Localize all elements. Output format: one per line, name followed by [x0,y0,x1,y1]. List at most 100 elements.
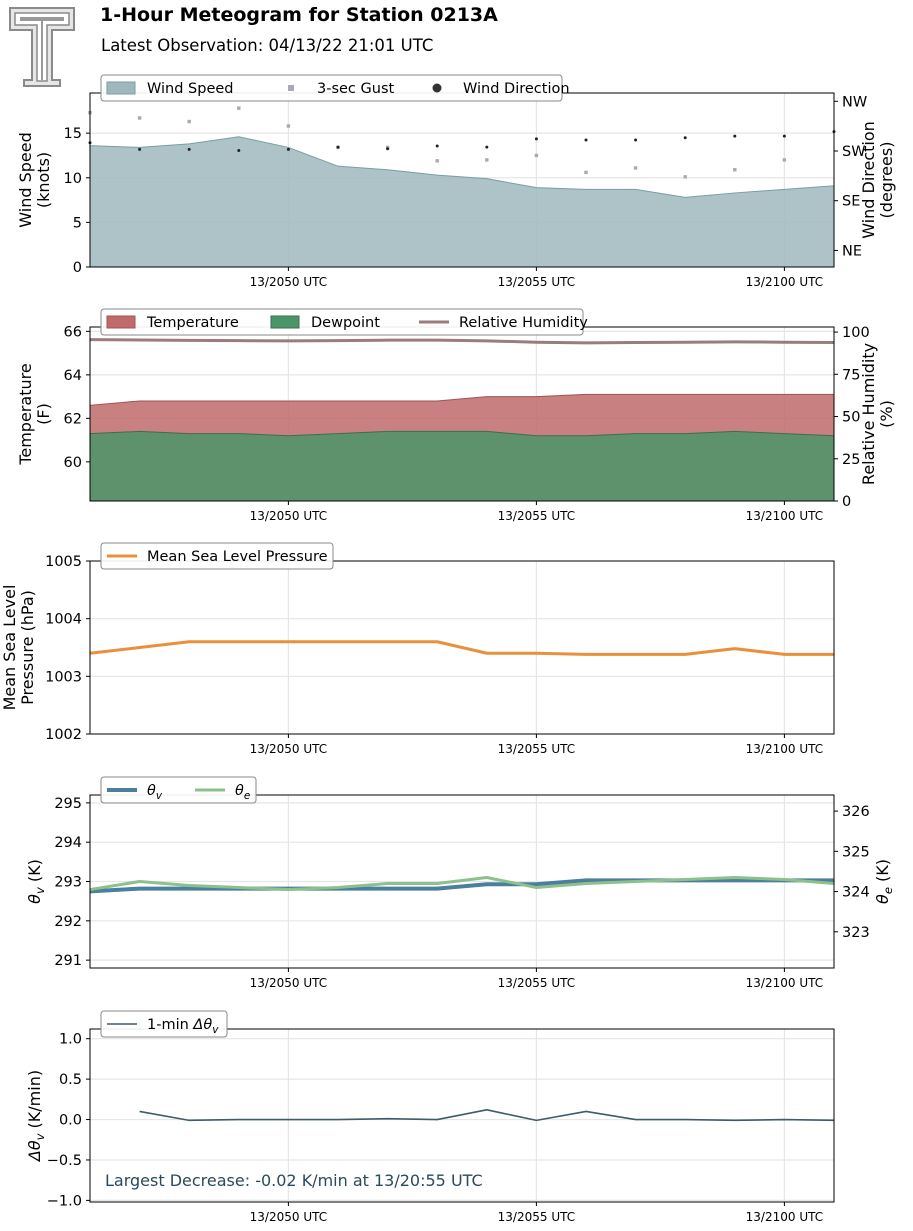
axes-frame [89,1028,835,1203]
ytick-label: 1.0 [59,1032,82,1048]
legend-box [100,1010,228,1038]
figure-subtitle: Latest Observation: 04/13/22 21:01 UTC [101,36,434,55]
ytick-label: 64 [64,368,82,384]
series-line-0 [89,640,834,656]
xtick-label: 13/2055 UTC [498,275,575,289]
xtick-label: 13/2100 UTC [746,275,823,289]
texas-tech-logo-icon [9,7,75,87]
legend-label: 1-min Δθv [147,1017,219,1036]
gust-marker [733,168,737,172]
legend-label: Dewpoint [311,315,380,331]
ytick-label: 295 [54,796,82,812]
direction-marker [733,134,737,138]
legend-label: θv [147,783,163,802]
ytick-label: 0 [73,260,82,276]
xtick-label: 13/2055 UTC [498,976,575,990]
gust-marker [683,175,687,179]
series-area-1 [89,430,835,502]
series-area-0 [89,136,835,268]
y2tick-label: 324 [842,885,870,901]
direction-marker [237,148,241,152]
gust-marker [633,166,638,170]
direction-marker [782,134,786,138]
xtick-label: 13/2050 UTC [250,976,327,990]
y2-axis-label: (degrees) [877,142,896,219]
largest-decrease-annotation: Largest Decrease: -0.02 K/min at 13/20:5… [105,1171,483,1190]
series-line-0 [139,1109,835,1122]
legend-swatch [270,315,300,329]
xtick-label: 13/2050 UTC [250,509,327,523]
y2tick-label: 75 [842,367,860,383]
legend-label: Wind Speed [147,81,234,97]
gust-marker [534,153,539,158]
panel-thermo: 60 62 64 66 0 25 50 75 100 13/2050 UTC 13/2055 UTC… [16,308,896,523]
y2tick-label: 0 [842,494,851,510]
direction-marker [634,138,638,142]
ytick-label: 294 [54,835,82,851]
legend-swatch [432,83,442,93]
gust-marker [584,170,588,175]
panel-pressure: 1002 1003 1004 1005 13/2050 UTC 13/2055 UTC 13… [0,542,835,756]
ytick-label: 10 [64,171,82,187]
direction-marker [435,144,439,148]
panel-theta: 291 292 293 294 295 323 324 325 326 13/2050 UTC 13… [25,776,895,990]
legend-box [100,776,257,804]
y2-axis-label: (%) [877,400,896,428]
xtick-label: 13/2055 UTC [498,1210,575,1224]
y-axis-label: Pressure (hPa) [18,590,37,705]
ytick-label: 1004 [45,612,82,628]
y2tick-label: NE [842,243,862,259]
y2tick-label: 50 [842,410,860,426]
xtick-label: 13/2050 UTC [250,1210,327,1224]
direction-marker [534,137,538,141]
legend-swatch [106,315,136,329]
gust-marker [237,106,241,110]
legend-label: Temperature [146,315,239,331]
ytick-label: 60 [64,455,82,471]
direction-marker [336,145,340,149]
legend-swatch [288,85,294,91]
direction-marker [386,147,390,151]
ytick-label: 292 [54,914,82,930]
xtick-label: 13/2050 UTC [250,742,327,756]
xtick-label: 13/2055 UTC [498,742,575,756]
legend-box [100,542,334,570]
legend-box [100,74,563,102]
y-axis-label: Temperature [16,363,35,465]
y2tick-label: SE [842,194,860,210]
ytick-label: 1003 [45,669,82,685]
panel-wind: 0 5 10 15 NE SE SW NW 13/2050 UTC 13/2055 UTC 13/2… [16,74,896,289]
y-axis-label: θv (K) [25,859,47,904]
direction-marker [138,147,142,151]
legend-label: Wind Direction [463,81,570,97]
ytick-label: 1005 [45,554,82,570]
legend-swatch [106,81,136,95]
direction-marker [683,136,687,140]
y-axis-label: (F) [34,403,53,425]
y2tick-label: SW [842,144,866,160]
xtick-label: 13/2100 UTC [746,1210,823,1224]
gust-marker [286,124,291,128]
y2tick-label: 25 [842,452,860,468]
gust-marker [435,159,439,163]
y2tick-label: 323 [842,925,870,941]
xtick-label: 13/2100 UTC [746,976,823,990]
ytick-label: 1002 [45,727,82,743]
figure-title: 1-Hour Meteogram for Station 0213A [100,4,498,26]
y-axis-label: Mean Sea Level [0,585,19,711]
panel-dtheta: −1.0 −0.5 0.0 0.5 1.0 13/2050 UTC 13/2055 UTC 1… [25,1010,835,1224]
legend-label: Mean Sea Level Pressure [147,549,328,565]
legend-label: θe [235,783,250,802]
xtick-label: 13/2055 UTC [498,509,575,523]
ytick-label: 291 [54,953,82,969]
xtick-label: 13/2100 UTC [746,509,823,523]
ytick-label: 0.5 [59,1072,82,1088]
y2tick-label: 326 [842,804,870,820]
gust-marker [782,158,787,162]
y-axis-label: Wind Speed [16,132,35,227]
legend-label: 3-sec Gust [317,81,394,97]
legend-box [100,308,584,336]
series-line-2 [89,338,835,345]
y2-axis-label: Relative Humidity [859,343,878,485]
xtick-label: 13/2050 UTC [250,275,327,289]
